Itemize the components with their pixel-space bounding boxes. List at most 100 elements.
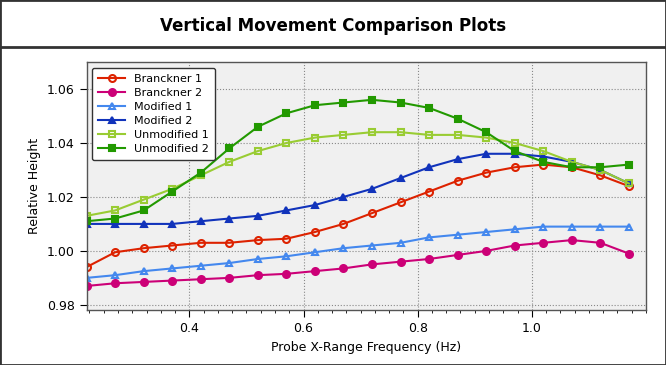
Modified 1 [111, 273, 119, 277]
Unmodified 1 [596, 168, 604, 172]
Unmodified 2 [425, 106, 433, 110]
Modified 1 [454, 233, 462, 237]
Modified 1 [140, 269, 148, 273]
Modified 1 [282, 254, 290, 258]
Modified 2 [425, 165, 433, 169]
Branckner 1 [625, 184, 633, 188]
Legend: Branckner 1, Branckner 2, Modified 1, Modified 2, Unmodified 1, Unmodified 2: Branckner 1, Branckner 2, Modified 1, Mo… [92, 68, 215, 160]
Modified 2 [511, 151, 519, 156]
Branckner 2 [83, 284, 91, 288]
Unmodified 2 [140, 208, 148, 213]
Branckner 2 [140, 280, 148, 284]
Line: Unmodified 1: Unmodified 1 [83, 129, 632, 219]
Modified 1 [539, 224, 547, 229]
Modified 2 [368, 187, 376, 191]
Unmodified 2 [511, 149, 519, 153]
Unmodified 2 [368, 97, 376, 102]
Modified 1 [511, 227, 519, 231]
Unmodified 2 [83, 219, 91, 223]
Unmodified 1 [225, 160, 233, 164]
Unmodified 1 [111, 208, 119, 213]
Branckner 2 [254, 273, 262, 277]
Text: Vertical Movement Comparison Plots: Vertical Movement Comparison Plots [160, 17, 506, 35]
Line: Branckner 2: Branckner 2 [83, 237, 632, 289]
Unmodified 2 [625, 162, 633, 167]
Modified 1 [83, 276, 91, 280]
Branckner 2 [196, 277, 204, 281]
Y-axis label: Relative Height: Relative Height [29, 138, 41, 234]
Branckner 2 [482, 249, 490, 253]
Modified 2 [539, 154, 547, 159]
Unmodified 1 [340, 133, 348, 137]
Modified 1 [396, 241, 404, 245]
Unmodified 1 [196, 173, 204, 177]
Modified 2 [168, 222, 176, 226]
Unmodified 1 [311, 135, 319, 140]
Branckner 2 [511, 243, 519, 248]
Modified 2 [111, 222, 119, 226]
Branckner 1 [511, 165, 519, 169]
Unmodified 1 [368, 130, 376, 134]
Branckner 2 [368, 262, 376, 266]
Unmodified 1 [511, 141, 519, 145]
Unmodified 1 [568, 160, 576, 164]
Modified 1 [168, 266, 176, 270]
Modified 2 [140, 222, 148, 226]
Unmodified 2 [196, 170, 204, 175]
Modified 2 [225, 216, 233, 221]
Branckner 1 [539, 162, 547, 167]
Branckner 2 [311, 269, 319, 273]
Branckner 1 [140, 246, 148, 250]
Unmodified 1 [282, 141, 290, 145]
Unmodified 1 [625, 181, 633, 186]
Line: Modified 1: Modified 1 [83, 223, 632, 281]
Unmodified 1 [482, 135, 490, 140]
Branckner 1 [454, 178, 462, 183]
Branckner 1 [340, 222, 348, 226]
Branckner 1 [168, 243, 176, 248]
Modified 2 [196, 219, 204, 223]
Modified 2 [596, 168, 604, 172]
Unmodified 2 [539, 160, 547, 164]
Branckner 1 [568, 165, 576, 169]
Branckner 1 [311, 230, 319, 234]
Unmodified 2 [168, 189, 176, 194]
Unmodified 2 [111, 216, 119, 221]
Branckner 1 [225, 241, 233, 245]
Modified 1 [596, 224, 604, 229]
Branckner 2 [596, 241, 604, 245]
Branckner 2 [454, 253, 462, 257]
Line: Unmodified 2: Unmodified 2 [83, 96, 632, 225]
Branckner 1 [425, 189, 433, 194]
Modified 2 [396, 176, 404, 180]
Unmodified 2 [396, 100, 404, 105]
X-axis label: Probe X-Range Frequency (Hz): Probe X-Range Frequency (Hz) [271, 341, 462, 354]
Unmodified 2 [282, 111, 290, 115]
Modified 2 [482, 151, 490, 156]
Modified 2 [282, 208, 290, 213]
Modified 2 [454, 157, 462, 161]
Branckner 1 [368, 211, 376, 215]
Unmodified 1 [396, 130, 404, 134]
Branckner 2 [225, 276, 233, 280]
Branckner 2 [168, 278, 176, 283]
Modified 1 [196, 264, 204, 268]
Unmodified 1 [140, 197, 148, 202]
Branckner 2 [568, 238, 576, 242]
Modified 2 [568, 160, 576, 164]
Unmodified 2 [482, 130, 490, 134]
Branckner 1 [83, 265, 91, 269]
Unmodified 1 [168, 187, 176, 191]
Modified 2 [83, 222, 91, 226]
Branckner 2 [340, 266, 348, 270]
Branckner 2 [282, 272, 290, 276]
Branckner 1 [254, 238, 262, 242]
Branckner 1 [596, 173, 604, 177]
Unmodified 1 [539, 149, 547, 153]
Unmodified 1 [254, 149, 262, 153]
Branckner 2 [539, 241, 547, 245]
Branckner 2 [111, 281, 119, 285]
Modified 2 [311, 203, 319, 207]
Line: Branckner 1: Branckner 1 [83, 161, 632, 270]
Modified 1 [368, 243, 376, 248]
